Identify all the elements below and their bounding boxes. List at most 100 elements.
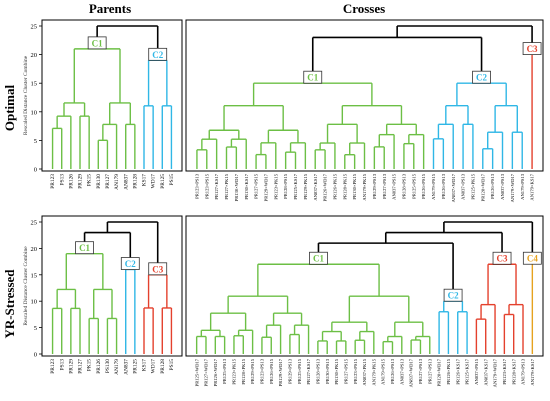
leaf-label: PR125×KS17	[293, 173, 298, 199]
panels-layer: 0 5 10 15 20 25 Rescaled Distance Cluster Comb…	[23, 19, 544, 387]
leaf-label: PR127×KS17	[214, 173, 219, 199]
leaf-label: AN837×PS13	[500, 173, 505, 200]
leaf-label: AN179×WD17	[510, 173, 515, 202]
cluster-label-box	[87, 36, 107, 50]
leaf-label: PR123×KS17	[502, 358, 507, 384]
leaf-label: AN837	[123, 359, 129, 375]
leaf-label: PR123×PS13	[195, 173, 200, 199]
leaf-label: AN837×PS15	[474, 358, 479, 385]
y-tick-label: 25	[31, 24, 38, 31]
leaf-label: WD17	[151, 174, 157, 189]
y-tick-label: 25	[31, 220, 38, 227]
leaf-label: AN837×PS13	[399, 358, 404, 385]
leaf-label: PR125×PS15	[297, 358, 302, 384]
leaf-label: PR123	[50, 359, 56, 374]
leaf-label: AN179×PS13	[520, 173, 525, 200]
leaf-label: AN837×WD17	[451, 173, 456, 202]
leaf-label: AN837×PK15	[362, 358, 367, 385]
panel-frame	[185, 215, 544, 357]
y-axis-label: Rescaled Distance Cluster Combine	[23, 55, 29, 135]
leaf-label: PR125×WD17	[194, 358, 199, 386]
y-tick-label: 5	[34, 325, 37, 332]
leaf-label: PR126×PS13	[490, 173, 495, 199]
cluster-label: C3	[527, 44, 538, 54]
cluster-label: C2	[448, 291, 459, 301]
leaf-label: PR130×KS17	[244, 173, 249, 199]
cluster-label-box	[75, 241, 94, 255]
cluster-label-box	[309, 251, 328, 265]
leaf-label: PR129×WD17	[264, 173, 269, 201]
leaf-label: PR126	[96, 359, 102, 374]
cluster-label-box	[148, 262, 168, 276]
leaf-label: PR126×PS15	[269, 358, 274, 384]
header-crosses: Crosses	[343, 1, 385, 16]
leaf-label: PR130	[96, 174, 102, 189]
leaf-label: PR126×PK15	[446, 358, 451, 384]
row-label-yr-stressed: YR-Stressed	[2, 269, 17, 339]
leaf-label: PR128×PS13	[315, 358, 320, 384]
leaf-label: PR127×PS13	[427, 358, 432, 384]
cluster-label: C3	[152, 264, 163, 274]
leaf-label: PR128×PK15	[342, 173, 347, 199]
leaf-label: PR127×PS15	[343, 358, 348, 384]
y-tick-label: 0	[34, 167, 37, 174]
leaf-label: PR126×WD17	[323, 173, 328, 201]
leaf-label: PR128×PK15	[241, 358, 246, 384]
leaf-label: AN179×PS13	[521, 358, 526, 385]
cluster-label-box	[522, 42, 542, 55]
leaf-label: PR129×PK15	[303, 173, 308, 199]
cluster-label: C2	[152, 50, 163, 60]
y-tick-label: 10	[31, 299, 38, 306]
leaf-label: PR123×PK15	[273, 173, 278, 199]
panel-stressed-crosses: C1 C2 C3 C4 PR125×WD17 PR127×WD17 PR126×WD17 PR…	[185, 215, 544, 387]
leaf-label: PR125×PK15	[471, 173, 476, 199]
cluster-label-box	[120, 257, 140, 270]
leaf-label: PR130×PS13	[325, 358, 330, 384]
cluster-label-box	[443, 288, 463, 302]
leaf-label: KS17	[142, 359, 148, 372]
leaf-label: PR128×KS17	[511, 358, 516, 384]
leaf-label: PR126×KS17	[455, 358, 460, 384]
cluster-label: C2	[476, 73, 487, 83]
leaf-label: AN179×PS15	[381, 358, 386, 385]
leaf-label: PS13	[59, 174, 65, 186]
leaf-label: AN837×PS13	[461, 173, 466, 200]
leaf-label: PR128	[160, 359, 166, 374]
panel-frame	[185, 19, 544, 172]
leaf-label: PR125×KS17	[465, 358, 470, 384]
y-tick-label: 0	[34, 352, 37, 359]
leaf-label: PR129×PS13	[372, 173, 377, 199]
leaf-label: AN179×PS15	[431, 173, 436, 200]
leaf-label: PR127×PS13	[418, 358, 423, 384]
cluster-label-box	[492, 251, 512, 265]
cluster-label: C1	[307, 73, 318, 83]
leaf-label: AN179×WD17	[493, 358, 498, 387]
row-label-optimal: Optimal	[2, 85, 17, 132]
leaf-label: PR129×PS15	[250, 358, 255, 384]
leaf-label: PR123	[50, 174, 56, 189]
leaf-label: PR123×PS15	[204, 173, 209, 199]
leaf-label: PR128×PS15	[283, 173, 288, 199]
leaf-label: PR130×PK15	[334, 358, 339, 384]
leaf-label: PR128×WD17	[437, 358, 442, 386]
leaf-label: PR127	[78, 359, 84, 374]
panel-frame	[41, 19, 183, 172]
panel-frame	[41, 215, 183, 357]
leaf-label: PR125	[160, 174, 166, 189]
leaf-label: PR129×WD17	[278, 358, 283, 386]
leaf-label: AN837	[123, 174, 129, 190]
leaf-label: PR129×PS13	[288, 358, 293, 384]
cluster-label-box	[472, 70, 491, 84]
leaf-label: PR128	[132, 174, 138, 189]
cluster-label: C1	[313, 254, 324, 264]
leaf-label: PR127×PS13	[382, 173, 387, 199]
leaf-label: PR126×WD17	[213, 358, 218, 386]
cluster-label-box	[522, 251, 542, 265]
leaf-label: PK15	[87, 359, 93, 372]
cluster-label: C4	[527, 254, 538, 264]
leaf-label: PR126	[68, 174, 74, 189]
y-axis-label: Rescaled Distance Cluster Combine	[23, 246, 29, 326]
leaf-label: PR126×PS13	[390, 358, 395, 384]
leaf-label: PR123×PK15	[232, 358, 237, 384]
